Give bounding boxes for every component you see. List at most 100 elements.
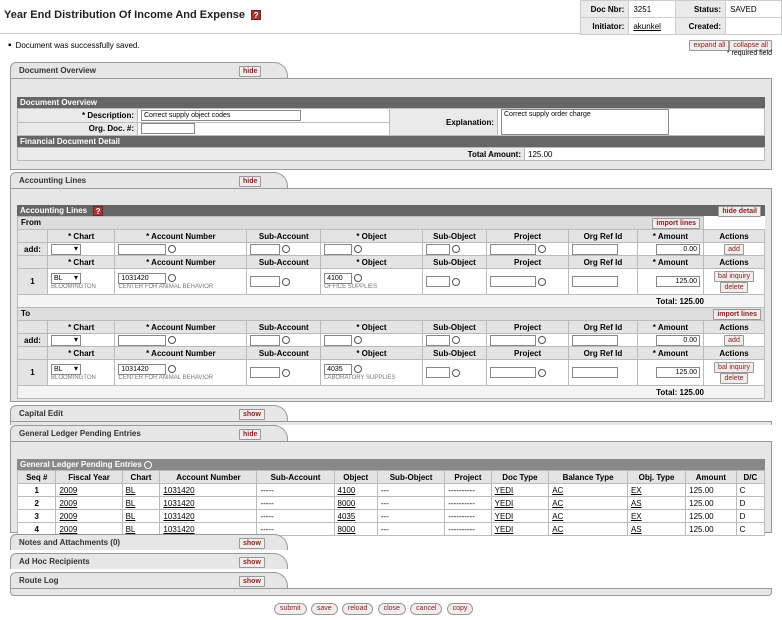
chart-select[interactable]: BL <box>51 363 81 375</box>
lookup-icon[interactable] <box>538 245 547 253</box>
delete-button[interactable]: delete <box>720 372 748 384</box>
lookup-icon[interactable] <box>538 277 547 286</box>
description-input[interactable]: Correct supply object codes <box>141 109 301 121</box>
show-capital-edit-button[interactable]: show <box>239 409 265 420</box>
sub-object-input[interactable] <box>425 276 450 287</box>
show-route-log-button[interactable]: show <box>239 576 265 587</box>
chart-select[interactable] <box>51 243 81 255</box>
glpe-cell-link[interactable]: AC <box>552 485 564 495</box>
sub-object-input[interactable] <box>425 334 450 346</box>
lookup-icon[interactable] <box>354 365 363 373</box>
glpe-cell-link[interactable]: 4100 <box>337 485 356 495</box>
account-input[interactable]: 1031420 <box>118 272 167 284</box>
glpe-cell-link[interactable]: AS <box>630 498 642 508</box>
project-input[interactable] <box>490 367 537 378</box>
lookup-icon[interactable] <box>451 368 460 377</box>
lookup-icon[interactable] <box>168 245 177 253</box>
import-lines-to-button[interactable]: import lines <box>713 308 761 320</box>
initiator-link[interactable]: akunkel <box>633 21 661 31</box>
sub-account-input[interactable] <box>250 334 281 346</box>
search-icon[interactable] <box>143 460 152 469</box>
glpe-cell-link[interactable]: EX <box>630 485 642 495</box>
glpe-cell-link[interactable]: AC <box>552 511 564 521</box>
glpe-cell-link[interactable]: YEDI <box>494 498 514 508</box>
object-input[interactable] <box>324 334 353 346</box>
hide-document-overview-button[interactable]: hide <box>239 66 262 77</box>
reload-button[interactable]: reload <box>341 603 374 615</box>
collapse-all-button[interactable]: collapse all <box>729 40 772 51</box>
glpe-cell-link[interactable]: 4035 <box>337 511 356 521</box>
delete-button[interactable]: delete <box>720 281 748 293</box>
lookup-icon[interactable] <box>354 274 363 282</box>
lookup-icon[interactable] <box>282 277 291 286</box>
glpe-cell-link[interactable]: 1031420 <box>163 485 195 495</box>
lookup-icon[interactable] <box>451 245 460 253</box>
object-input[interactable] <box>324 243 353 255</box>
lookup-icon[interactable] <box>451 336 460 344</box>
show-notes-button[interactable]: show <box>239 538 265 549</box>
submit-button[interactable]: submit <box>274 603 307 615</box>
bal-inquiry-button[interactable]: bal inquiry <box>714 270 754 282</box>
sub-object-input[interactable] <box>425 367 450 378</box>
org-ref-input[interactable] <box>572 367 618 378</box>
glpe-cell-link[interactable]: BL <box>125 498 136 508</box>
hide-accounting-lines-button[interactable]: hide <box>239 176 262 187</box>
copy-button[interactable]: copy <box>446 603 474 615</box>
lookup-icon[interactable] <box>538 368 547 377</box>
lookup-icon[interactable] <box>168 365 177 373</box>
glpe-cell-link[interactable]: BL <box>125 524 136 534</box>
lookup-icon[interactable] <box>354 245 363 253</box>
lookup-icon[interactable] <box>354 336 363 344</box>
add-button[interactable]: add <box>724 243 744 255</box>
amount-input[interactable]: 0.00 <box>656 334 701 346</box>
lookup-icon[interactable] <box>168 336 177 344</box>
glpe-cell-link[interactable]: BL <box>125 485 136 495</box>
show-adhoc-button[interactable]: show <box>239 557 265 568</box>
lookup-icon[interactable] <box>168 274 177 282</box>
object-input[interactable]: 4100 <box>324 272 353 284</box>
project-input[interactable] <box>490 276 537 287</box>
object-input[interactable]: 4035 <box>324 363 353 375</box>
chart-select[interactable]: BL <box>51 272 81 284</box>
sub-object-input[interactable] <box>425 243 450 255</box>
lookup-icon[interactable] <box>282 336 291 344</box>
lookup-icon[interactable] <box>538 336 547 344</box>
add-button[interactable]: add <box>724 334 744 346</box>
hide-glpe-button[interactable]: hide <box>239 429 262 440</box>
sub-account-input[interactable] <box>250 276 281 287</box>
lookup-icon[interactable] <box>451 277 460 286</box>
help-icon[interactable]: ? <box>251 10 262 21</box>
glpe-cell-link[interactable]: YEDI <box>494 524 514 534</box>
glpe-cell-link[interactable]: 2009 <box>59 511 78 521</box>
glpe-cell-link[interactable]: 2009 <box>59 498 78 508</box>
glpe-cell-link[interactable]: 1031420 <box>163 498 195 508</box>
glpe-cell-link[interactable]: BL <box>125 511 136 521</box>
glpe-cell-link[interactable]: AS <box>630 524 642 534</box>
amount-input[interactable]: 125.00 <box>656 276 701 287</box>
save-button[interactable]: save <box>310 603 338 615</box>
close-button[interactable]: close <box>377 603 406 615</box>
org-ref-input[interactable] <box>572 276 618 287</box>
bal-inquiry-button[interactable]: bal inquiry <box>714 361 754 373</box>
explanation-textarea[interactable]: Correct supply order charge <box>501 109 669 135</box>
glpe-cell-link[interactable]: 8000 <box>337 498 356 508</box>
org-doc-input[interactable] <box>141 123 195 135</box>
glpe-cell-link[interactable]: YEDI <box>494 485 514 495</box>
cancel-button[interactable]: cancel <box>410 603 443 615</box>
sub-account-input[interactable] <box>250 367 281 378</box>
glpe-cell-link[interactable]: 8000 <box>337 524 356 534</box>
lookup-icon[interactable] <box>282 368 291 377</box>
amount-input[interactable]: 125.00 <box>656 367 701 378</box>
sub-account-input[interactable] <box>250 243 281 255</box>
expand-all-button[interactable]: expand all <box>689 40 730 51</box>
glpe-cell-link[interactable]: 1031420 <box>163 524 195 534</box>
glpe-cell-link[interactable]: 1031420 <box>163 511 195 521</box>
help-icon[interactable]: ? <box>93 206 104 216</box>
glpe-cell-link[interactable]: 2009 <box>59 524 78 534</box>
account-input[interactable]: 1031420 <box>118 363 167 375</box>
glpe-cell-link[interactable]: YEDI <box>494 511 514 521</box>
import-lines-from-button[interactable]: import lines <box>652 217 701 229</box>
glpe-cell-link[interactable]: AC <box>552 524 564 534</box>
lookup-icon[interactable] <box>282 245 291 253</box>
account-input[interactable] <box>118 334 167 346</box>
